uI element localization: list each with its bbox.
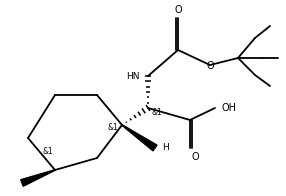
Text: &1: &1 bbox=[107, 123, 118, 132]
Text: O: O bbox=[206, 61, 214, 71]
Text: HN: HN bbox=[126, 72, 140, 81]
Text: &1: &1 bbox=[43, 148, 53, 156]
Polygon shape bbox=[21, 170, 55, 186]
Text: O: O bbox=[191, 152, 199, 162]
Text: OH: OH bbox=[222, 103, 237, 113]
Text: &1: &1 bbox=[152, 107, 163, 116]
Polygon shape bbox=[122, 125, 157, 151]
Text: H: H bbox=[162, 143, 169, 152]
Text: O: O bbox=[174, 5, 182, 15]
